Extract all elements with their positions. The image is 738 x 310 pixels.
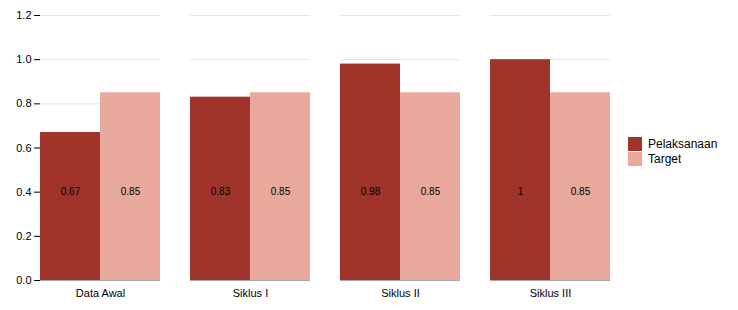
svg-text:0.85: 0.85 [121,186,141,197]
svg-text:0.85: 0.85 [271,186,291,197]
svg-text:Siklus II: Siklus II [381,287,420,299]
html-text:Pelaksanaan: Pelaksanaan [648,137,718,151]
svg-text:0.4: 0.4 [16,186,31,198]
svg-text:1.2: 1.2 [16,9,31,21]
svg-text:Siklus I: Siklus I [233,287,268,299]
html-text:Target: Target [648,152,682,166]
svg-text:1: 1 [518,186,524,197]
svg-text:0.67: 0.67 [61,186,81,197]
svg-text:0.98: 0.98 [361,186,381,197]
svg-text:Data Awal: Data Awal [76,287,125,299]
svg-text:0.2: 0.2 [16,230,31,242]
svg-text:0.0: 0.0 [16,274,31,286]
svg-text:0.85: 0.85 [571,186,591,197]
svg-text:Siklus III: Siklus III [530,287,572,299]
svg-text:0.83: 0.83 [211,186,231,197]
svg-text:0.85: 0.85 [421,186,441,197]
svg-text:1.0: 1.0 [16,53,31,65]
svg-text:0.6: 0.6 [16,142,31,154]
svg-text:0.8: 0.8 [16,97,31,109]
